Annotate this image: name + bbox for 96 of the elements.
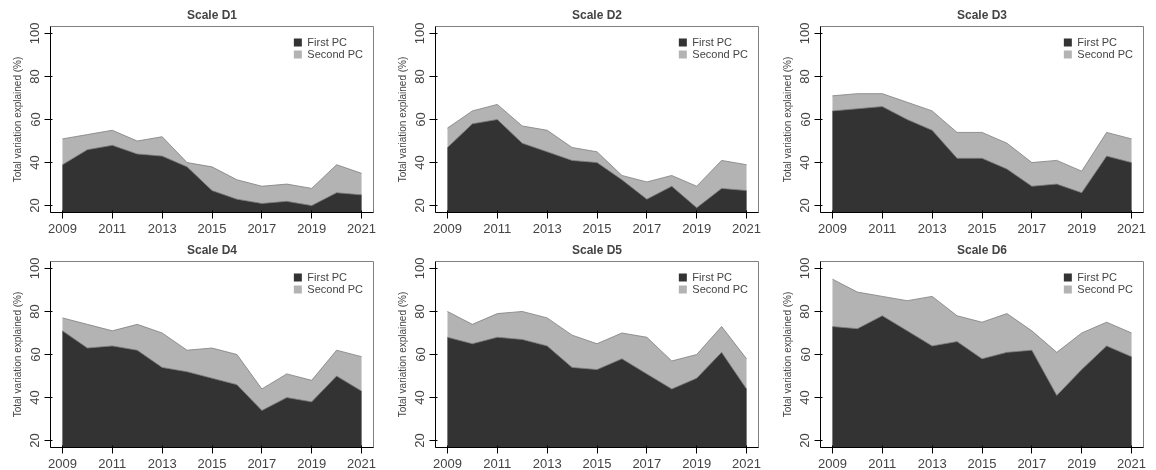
legend-label: Second PC — [1077, 283, 1133, 295]
x-tick-label: 2015 — [197, 455, 227, 470]
y-tick-label: 100 — [797, 22, 813, 45]
y-tick-label: 100 — [797, 257, 813, 280]
y-tick-label: 100 — [412, 257, 428, 280]
chart-title: Scale D4 — [186, 242, 238, 257]
y-tick-label: 80 — [412, 69, 428, 84]
x-tick-label: 2015 — [582, 455, 612, 470]
x-tick-label: 2019 — [682, 455, 712, 470]
x-tick-label: 2013 — [147, 220, 177, 236]
y-tick-label: 40 — [27, 390, 43, 405]
x-tick-label: 2019 — [297, 220, 327, 236]
y-tick-label: 40 — [797, 155, 813, 170]
x-tick-label: 2017 — [632, 220, 662, 236]
chart-title: Scale D3 — [956, 7, 1008, 22]
legend-label: First PC — [307, 36, 348, 48]
x-tick-label: 2009 — [818, 455, 847, 470]
y-tick-label: 20 — [412, 433, 428, 448]
y-tick-label: 80 — [27, 69, 43, 84]
x-tick-label: 2009 — [433, 220, 462, 236]
y-axis-title: Total variation explained (%) — [781, 56, 793, 183]
x-tick-label: 2021 — [732, 220, 761, 236]
x-tick-label: 2019 — [297, 455, 327, 470]
x-tick-label: 2021 — [1117, 455, 1146, 470]
y-axis-title: Total variation explained (%) — [11, 56, 23, 183]
x-tick-label: 2013 — [917, 455, 947, 470]
x-tick-label: 2021 — [732, 455, 761, 470]
x-tick-label: 2011 — [483, 455, 512, 470]
x-tick-label: 2011 — [98, 455, 127, 470]
y-tick-label: 20 — [27, 433, 43, 448]
x-tick-label: 2019 — [682, 220, 712, 236]
legend-label: First PC — [307, 271, 348, 283]
y-tick-label: 20 — [797, 433, 813, 448]
x-tick-label: 2015 — [582, 220, 612, 236]
chart-title: Scale D6 — [956, 242, 1008, 257]
x-tick-label: 2011 — [868, 220, 897, 236]
legend-label: First PC — [692, 271, 733, 283]
x-tick-label: 2017 — [247, 455, 277, 470]
y-tick-label: 60 — [797, 347, 813, 362]
y-tick-label: 100 — [27, 22, 43, 45]
y-tick-label: 60 — [27, 347, 43, 362]
x-tick-label: 2021 — [347, 455, 376, 470]
y-tick-label: 40 — [412, 155, 428, 170]
x-tick-label: 2015 — [967, 220, 997, 236]
x-tick-label: 2009 — [48, 220, 77, 236]
legend-label: Second PC — [307, 48, 363, 60]
x-tick-label: 2013 — [532, 455, 562, 470]
x-tick-label: 2011 — [483, 220, 512, 236]
y-tick-label: 40 — [797, 390, 813, 405]
x-tick-label: 2009 — [433, 455, 462, 470]
legend-label: Second PC — [692, 283, 748, 295]
x-tick-label: 2015 — [967, 455, 997, 470]
y-tick-label: 60 — [412, 112, 428, 127]
y-tick-label: 100 — [27, 257, 43, 280]
y-axis-title: Total variation explained (%) — [781, 291, 793, 418]
x-tick-label: 2015 — [197, 220, 227, 236]
x-tick-label: 2011 — [868, 455, 897, 470]
x-tick-label: 2011 — [98, 220, 127, 236]
x-tick-label: 2009 — [818, 220, 847, 236]
y-tick-label: 60 — [27, 112, 43, 127]
x-tick-label: 2017 — [1017, 220, 1047, 236]
y-tick-label: 80 — [412, 304, 428, 319]
x-tick-label: 2021 — [347, 220, 376, 236]
y-tick-label: 80 — [27, 304, 43, 319]
legend-label: Second PC — [307, 283, 363, 295]
y-tick-label: 80 — [797, 69, 813, 84]
x-tick-label: 2019 — [1067, 220, 1097, 236]
x-tick-label: 2017 — [632, 455, 662, 470]
chart-title: Scale D1 — [186, 7, 238, 22]
x-tick-label: 2013 — [147, 455, 177, 470]
y-tick-label: 40 — [412, 390, 428, 405]
x-tick-label: 2021 — [1117, 220, 1146, 236]
y-tick-label: 20 — [797, 198, 813, 213]
y-axis-title: Total variation explained (%) — [11, 291, 23, 418]
y-axis-title: Total variation explained (%) — [396, 291, 408, 418]
y-tick-label: 40 — [27, 155, 43, 170]
legend-label: First PC — [692, 36, 733, 48]
y-tick-label: 60 — [797, 112, 813, 127]
x-tick-label: 2009 — [48, 455, 77, 470]
y-tick-label: 20 — [27, 198, 43, 213]
x-tick-label: 2013 — [532, 220, 562, 236]
legend-label: Second PC — [692, 48, 748, 60]
legend-label: Second PC — [1077, 48, 1133, 60]
x-tick-label: 2017 — [247, 220, 277, 236]
y-tick-label: 20 — [412, 198, 428, 213]
y-tick-label: 60 — [412, 347, 428, 362]
legend-label: First PC — [1077, 36, 1118, 48]
chart-title: Scale D5 — [571, 242, 623, 257]
y-tick-label: 80 — [797, 304, 813, 319]
x-tick-label: 2019 — [1067, 455, 1097, 470]
x-tick-label: 2013 — [917, 220, 947, 236]
y-axis-title: Total variation explained (%) — [396, 56, 408, 183]
y-tick-label: 100 — [412, 22, 428, 45]
x-tick-label: 2017 — [1017, 455, 1047, 470]
legend-label: First PC — [1077, 271, 1118, 283]
chart-title: Scale D2 — [571, 7, 623, 22]
